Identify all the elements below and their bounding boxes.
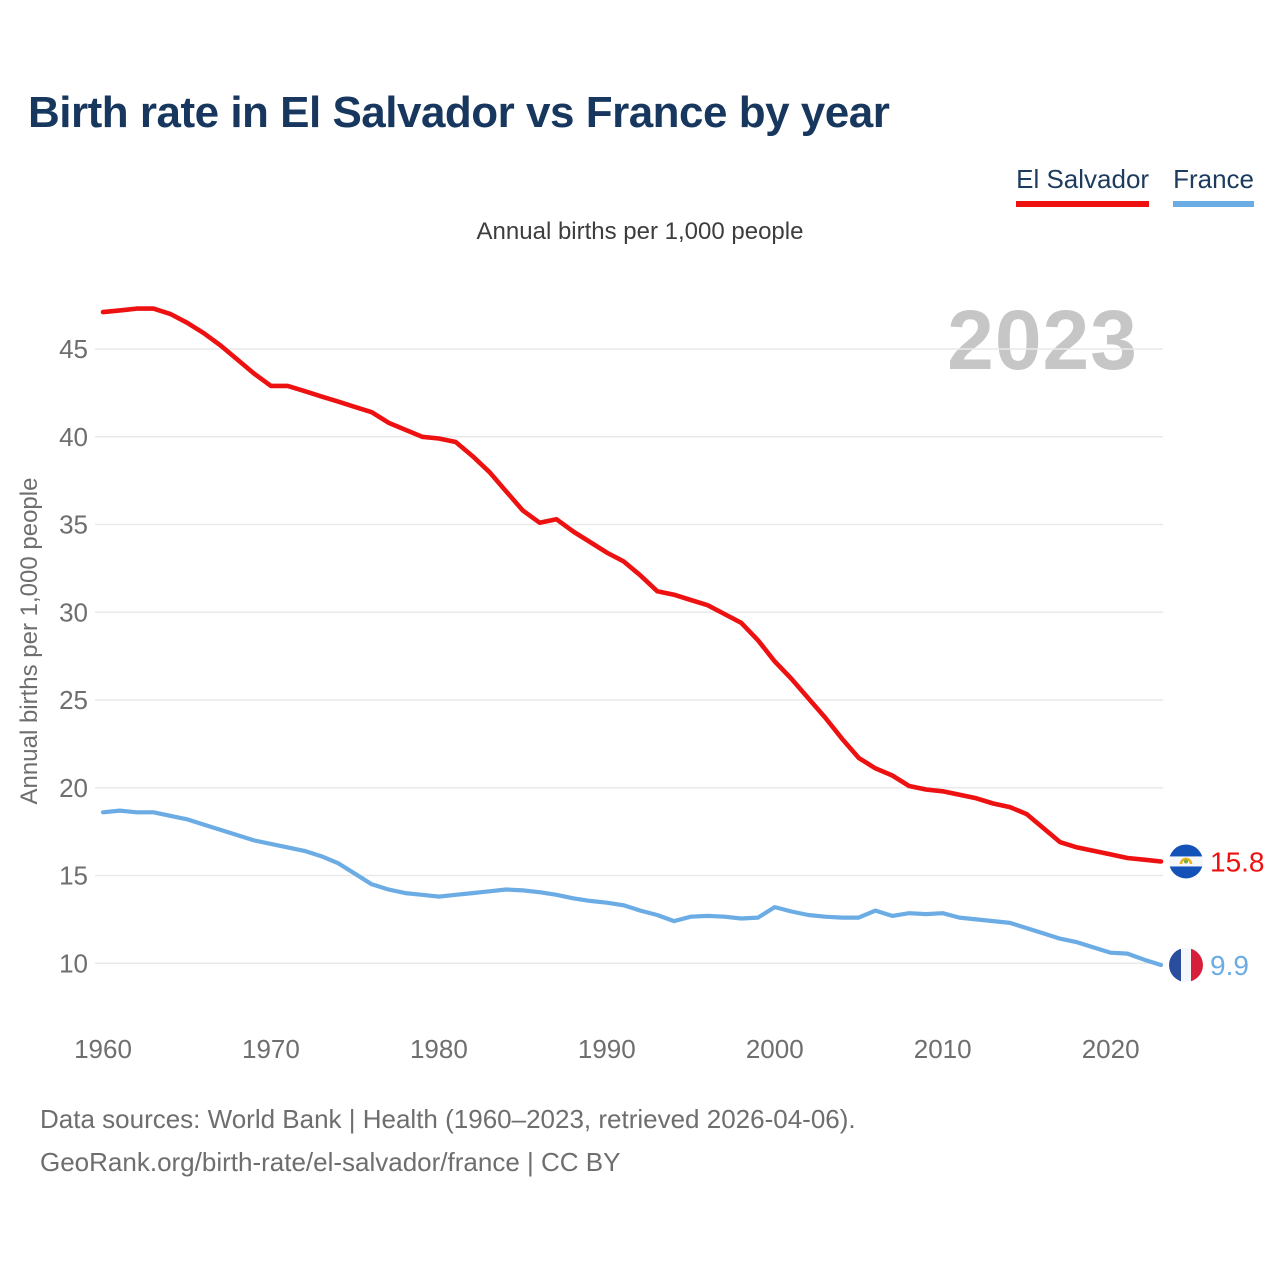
y-axis-ticks: 10 15 20 25 30 35 40 45 — [59, 334, 88, 978]
y-tick-label: 20 — [59, 773, 88, 803]
x-tick-label: 2010 — [914, 1034, 972, 1064]
y-tick-label: 15 — [59, 861, 88, 891]
x-tick-label: 2020 — [1082, 1034, 1140, 1064]
end-value-el-salvador: 15.8 — [1210, 846, 1265, 877]
legend-label-france: France — [1173, 164, 1254, 194]
y-tick-label: 30 — [59, 597, 88, 627]
y-tick-label: 25 — [59, 685, 88, 715]
page-title: Birth rate in El Salvador vs France by y… — [28, 88, 890, 137]
series-line-el-salvador — [100, 306, 1164, 864]
france-flag-icon — [1169, 948, 1203, 983]
x-tick-label: 1960 — [74, 1034, 132, 1064]
y-tick-label: 45 — [59, 334, 88, 364]
x-tick-label: 1970 — [242, 1034, 300, 1064]
end-value-labels: 15.8 9.9 — [1210, 846, 1265, 981]
footer-sources: Data sources: World Bank | Health (1960–… — [40, 1104, 856, 1134]
y-tick-label: 40 — [59, 422, 88, 452]
x-axis-ticks: 1960 1970 1980 1990 2000 2010 2020 — [74, 1034, 1139, 1064]
chart-subtitle: Annual births per 1,000 people — [476, 218, 804, 245]
end-value-france: 9.9 — [1210, 950, 1249, 981]
x-tick-label: 1990 — [578, 1034, 636, 1064]
watermark-year: 2023 — [947, 293, 1138, 387]
footer-attribution: GeoRank.org/birth-rate/el-salvador/franc… — [40, 1147, 621, 1177]
gridlines — [95, 348, 1163, 965]
el-salvador-flag-icon — [1169, 844, 1203, 879]
series-line-france — [100, 808, 1164, 968]
legend: El Salvador France — [1016, 165, 1254, 207]
x-tick-label: 2000 — [746, 1034, 804, 1064]
legend-item-france[interactable]: France — [1173, 165, 1254, 207]
legend-item-el-salvador[interactable]: El Salvador — [1016, 164, 1150, 207]
x-tick-label: 1980 — [410, 1034, 468, 1064]
legend-label-el-salvador: El Salvador — [1016, 164, 1150, 194]
y-tick-label: 35 — [59, 510, 88, 540]
y-tick-label: 10 — [59, 948, 88, 978]
footer: Data sources: World Bank | Health (1960–… — [40, 1098, 856, 1184]
